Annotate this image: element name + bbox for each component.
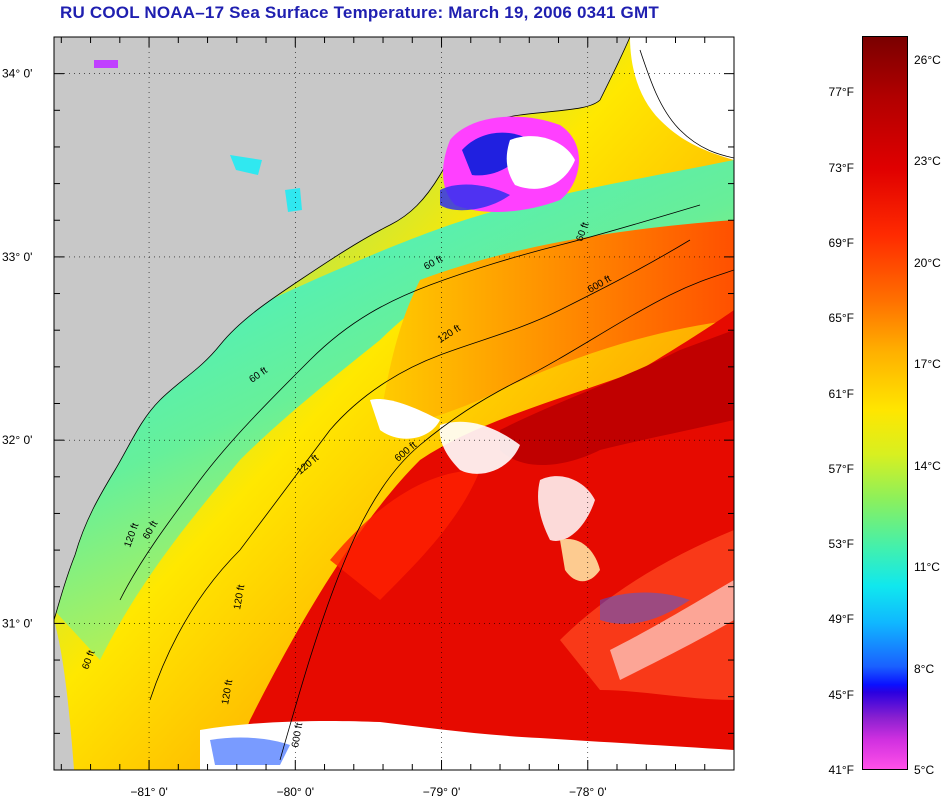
noise-fragment: [94, 60, 118, 68]
noise-fragment: [285, 188, 302, 212]
isobath-60ft: [119, 204, 701, 601]
cloud-patch-warm: [560, 539, 600, 582]
colorbar-celsius-label: 11°C: [914, 560, 940, 575]
colorbar-celsius-label: 5°C: [914, 763, 935, 777]
colorbar-celsius-label: 8°C: [914, 661, 935, 676]
gulf-stream-edge: [330, 470, 480, 600]
temperature-colorbar: [862, 36, 908, 770]
cloud-streak: [610, 580, 734, 680]
isobath-label: 600 ft: [290, 722, 305, 749]
cloud-patch: [538, 476, 595, 541]
colorbar-celsius-label: 26°C: [914, 52, 941, 67]
ne-cloud-mask: [630, 37, 734, 160]
land-carolinas-georgia: [54, 37, 630, 620]
lon-label-81: −81° 0': [130, 785, 167, 799]
axis-ticks: [54, 37, 734, 770]
colorbar-celsius-label: 20°C: [914, 255, 941, 270]
cloud-patch: [439, 421, 520, 474]
graticule: [54, 37, 734, 770]
colorbar-celsius-label: 23°C: [914, 154, 941, 169]
colorbar-fahrenheit-label: 77°F: [828, 85, 854, 100]
cloud-band-south: [200, 720, 734, 770]
lon-label-79: −79° 0': [423, 785, 460, 799]
isobath-label: 120 ft: [220, 679, 235, 706]
colorbar-fahrenheit-label: 69°F: [828, 236, 854, 251]
colorbar-fahrenheit-label: 61°F: [828, 386, 854, 401]
offshore-warm-water: [380, 220, 734, 424]
lat-label-33: 33° 0': [2, 250, 32, 264]
land-south: [54, 620, 74, 770]
cloud-patch-cape: [506, 136, 575, 189]
noise-fragment: [230, 155, 262, 175]
gulf-stream-core: [500, 330, 734, 465]
lat-label-34: 34° 0': [2, 67, 32, 81]
colorbar-fahrenheit-label: 73°F: [828, 160, 854, 175]
lat-label-31: 31° 0': [2, 616, 32, 630]
ne-coastline: [639, 49, 734, 159]
isobath-600ft: [279, 269, 734, 761]
shelf-water: [54, 160, 734, 660]
lon-label-80: −80° 0': [277, 785, 314, 799]
cold-speckle-south: [210, 737, 290, 765]
lon-label-78: −78° 0': [569, 785, 606, 799]
map-frame: [53, 36, 735, 771]
isobath-label: 120 ft: [232, 584, 247, 611]
colorbar-fahrenheit-label: 41°F: [828, 763, 854, 777]
colorbar-fahrenheit-label: 45°F: [828, 687, 854, 702]
speckled-cloud-edge: [560, 530, 734, 700]
colorbar-fahrenheit-label: 53°F: [828, 537, 854, 552]
cold-water-nearshore: [440, 184, 510, 211]
coastline: [54, 37, 631, 621]
colorbar-celsius-label: 14°C: [914, 458, 941, 473]
isobath-120ft: [149, 239, 691, 701]
cloud-patch: [370, 399, 440, 439]
colorbar-fahrenheit-label: 49°F: [828, 612, 854, 627]
colorbar-celsius-label: 17°C: [914, 357, 941, 372]
colorbar-fahrenheit-label: 65°F: [828, 311, 854, 326]
lat-label-32: 32° 0': [2, 433, 32, 447]
cold-speckle: [600, 592, 690, 624]
colorbar-fahrenheit-label: 57°F: [828, 461, 854, 476]
page-title: RU COOL NOAA–17 Sea Surface Temperature:…: [60, 3, 659, 22]
